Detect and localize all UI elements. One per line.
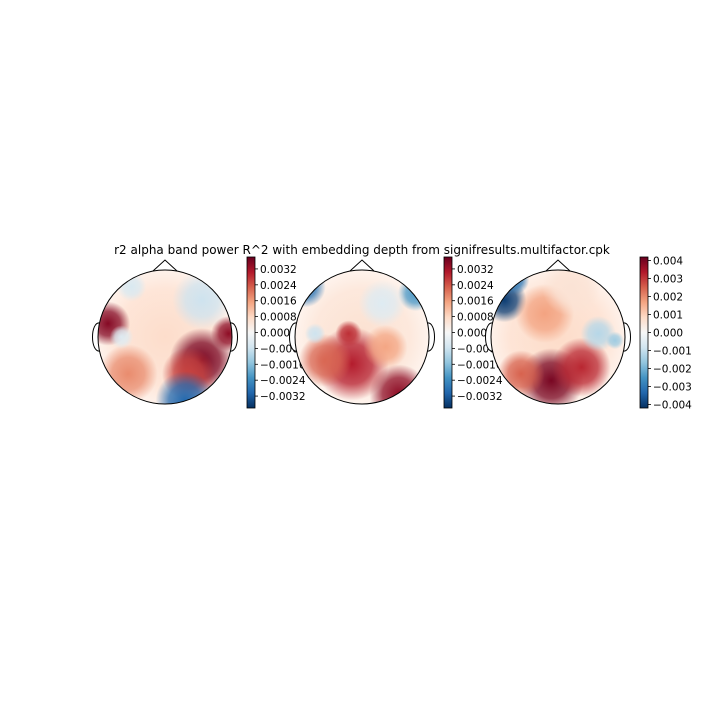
colorbar-3: 0.004 0.003 0.002 0.001 0.000 −0.001 −0.002 −0.… — [639, 256, 692, 411]
colorbar-tick-label: 0.001 — [653, 310, 683, 322]
figure-title: r2 alpha band power R^2 with embedding d… — [114, 243, 610, 257]
field-blob — [98, 344, 158, 404]
field-blob — [298, 333, 352, 387]
colorbar-tick-label: 0.0000 — [457, 328, 494, 340]
topomap-3: 0.004 0.003 0.002 0.001 0.000 −0.001 −0.002 −0.… — [485, 256, 692, 411]
field-blob — [369, 364, 429, 404]
field-blob — [358, 279, 406, 328]
field-blob — [210, 315, 232, 352]
colorbar-tick-label: 0.002 — [653, 292, 683, 304]
colorbar-tick-label: 0.0008 — [457, 312, 494, 324]
colorbar-tick-label: −0.0032 — [260, 391, 306, 403]
topomap-1: 0.0032 0.0024 0.0016 0.0008 0.0000 −0.000 −0.0… — [92, 256, 306, 409]
colorbar-tick-label: −0.003 — [653, 381, 692, 393]
head-outline — [490, 269, 626, 405]
colorbar-tick-label: −0.001 — [653, 345, 692, 357]
scalp-field — [491, 270, 625, 404]
colorbar-tick-label: 0.0024 — [457, 280, 494, 292]
colorbar-gradient — [443, 256, 453, 409]
colorbar-tick-label: −0.0016 — [260, 359, 306, 371]
colorbar-tick-label: 0.004 — [653, 256, 683, 268]
colorbar-tick-label: 0.0024 — [260, 280, 297, 292]
colorbar-tick-label: −0.0024 — [260, 375, 306, 387]
colorbar-tick-label: 0.0032 — [260, 264, 297, 276]
colorbar-1: 0.0032 0.0024 0.0016 0.0008 0.0000 −0.000 −0.0… — [246, 256, 306, 409]
colorbar-gradient — [639, 256, 649, 409]
topomap-panels: 0.0032 0.0024 0.0016 0.0008 0.0000 −0.000 −0.0… — [92, 256, 692, 411]
colorbar-tick-label: 0.000 — [653, 328, 683, 340]
scalp-field — [98, 270, 232, 404]
field-blob — [551, 337, 611, 397]
field-blob — [363, 324, 408, 370]
nose-outline — [545, 259, 571, 272]
field-blob — [497, 350, 545, 398]
colorbar-2: 0.0032 0.0024 0.0016 0.0008 0.0000 −0.000 −0.0… — [443, 256, 503, 409]
colorbar-gradient — [246, 256, 256, 409]
colorbar-tick-label: −0.000 — [457, 343, 496, 355]
topomap-2: 0.0032 0.0024 0.0016 0.0008 0.0000 −0.000 −0.0… — [289, 256, 503, 409]
colorbar-tick-label: 0.0032 — [457, 264, 494, 276]
field-blob — [335, 320, 362, 347]
head-outline — [97, 269, 233, 405]
colorbar-tick-label: 0.0016 — [457, 296, 494, 308]
colorbar-tick-label: −0.000 — [260, 343, 299, 355]
colorbar-tick-label: −0.004 — [653, 399, 692, 411]
field-blob — [499, 270, 530, 295]
field-blob — [606, 331, 624, 350]
nose-outline — [349, 259, 375, 272]
field-blob — [304, 323, 326, 344]
colorbar-tick-label: 0.0008 — [260, 312, 297, 324]
colorbar-tick-label: −0.002 — [653, 363, 692, 375]
colorbar-tick-label: −0.0032 — [457, 391, 503, 403]
nose-outline — [152, 259, 178, 272]
head-outline — [294, 269, 430, 405]
field-blob — [109, 325, 134, 349]
colorbar-tick-label: 0.0016 — [260, 296, 297, 308]
colorbar-tick-label: 0.003 — [653, 274, 683, 286]
colorbar-tick-label: −0.0024 — [457, 375, 503, 387]
colorbar-tick-label: −0.0016 — [457, 359, 503, 371]
field-blob — [172, 270, 232, 330]
colorbar-tick-label: 0.0000 — [260, 328, 297, 340]
